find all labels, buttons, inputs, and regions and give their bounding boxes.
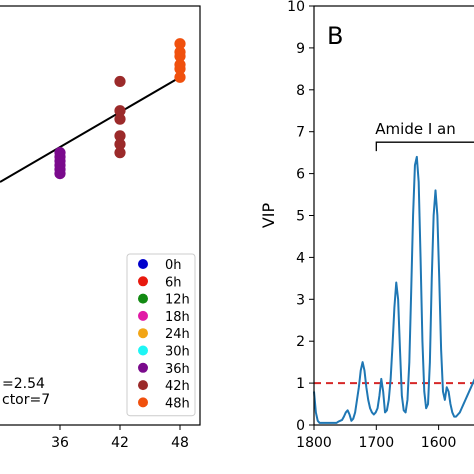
annotation-0: =2.54 [2, 376, 45, 392]
scatter-points [54, 38, 186, 180]
point-42h-4 [114, 138, 126, 150]
legend-marker-30h [138, 345, 148, 356]
plot-frame [313, 5, 474, 426]
bracket-line [375, 141, 474, 152]
point-36h-5 [54, 168, 66, 180]
point-42h-3 [114, 130, 126, 142]
annotation-1: ctor=7 [2, 392, 50, 408]
y-axis-label: VIP [259, 202, 278, 228]
x-tick-label-1800: 1800 [296, 435, 332, 451]
legend-marker-42h [138, 380, 148, 391]
x-tick-label-1600: 1600 [421, 435, 457, 451]
legend-label-24h: 24h [165, 327, 190, 342]
legend-label-12h: 12h [165, 293, 190, 308]
vip-curve [313, 155, 474, 424]
legend-label-18h: 18h [165, 310, 190, 325]
legend-marker-18h [138, 310, 148, 321]
point-42h-2 [114, 113, 126, 125]
legend-label-36h: 36h [165, 362, 190, 377]
y-tick-label-2: 2 [296, 334, 305, 350]
bracket-annotation: Amide I an [375, 120, 474, 152]
panel-label: B [327, 22, 343, 50]
y-tick-label-0: 0 [296, 418, 305, 434]
y-tick-label-10: 10 [287, 0, 305, 15]
x-tick-label-42: 42 [111, 435, 129, 451]
legend-label-30h: 30h [165, 345, 190, 360]
x-axis-ticks: 36 42 48 [51, 425, 189, 451]
point-48h-4 [174, 63, 186, 75]
y-axis-ticks: 0 1 2 3 4 5 6 7 8 9 10 [287, 0, 314, 434]
fit-line-layer [0, 76, 181, 183]
y-tick-label-4: 4 [296, 250, 305, 266]
y-tick-label-9: 9 [296, 41, 305, 57]
legend-label-48h: 48h [165, 396, 190, 411]
y-tick-label-3: 3 [296, 292, 305, 308]
legend-marker-24h [138, 328, 148, 339]
fit-line [0, 76, 181, 183]
point-48h-2 [174, 50, 186, 62]
legend-label-6h: 6h [165, 275, 182, 290]
y-tick-label-5: 5 [296, 209, 305, 225]
y-tick-label-6: 6 [296, 167, 305, 183]
point-42h-0 [114, 75, 126, 88]
x-tick-label-48: 48 [171, 435, 189, 451]
legend-marker-12h [138, 293, 148, 304]
vip-panel: 0 1 2 3 4 5 6 7 8 9 10 1800 1700 1600 VIP B Amide I … [259, 0, 474, 451]
y-tick-label-8: 8 [296, 83, 305, 99]
point-42h-5 [114, 147, 126, 159]
legend-marker-48h [138, 397, 148, 408]
legend-marker-36h [138, 362, 148, 373]
legend-marker-6h [138, 276, 148, 287]
plot-frame [0, 5, 201, 426]
y-tick-label-7: 7 [296, 125, 305, 141]
legend-label-42h: 42h [165, 379, 190, 394]
point-48h-5 [174, 71, 186, 83]
bracket-label: Amide I an [375, 120, 455, 138]
legend-label-0h: 0h [165, 258, 182, 273]
point-42h-1 [114, 105, 126, 117]
x-axis-ticks: 1800 1700 1600 [296, 425, 456, 451]
y-tick-label-1: 1 [296, 376, 305, 392]
legend: 0h 6h 12h 18h 24h 30h 36h 42h 48h [126, 253, 196, 417]
point-48h-0 [174, 38, 186, 50]
plot-area [313, 155, 474, 424]
x-tick-label-1700: 1700 [358, 435, 394, 451]
legend-marker-0h [138, 259, 148, 269]
x-tick-label-36: 36 [51, 435, 69, 451]
